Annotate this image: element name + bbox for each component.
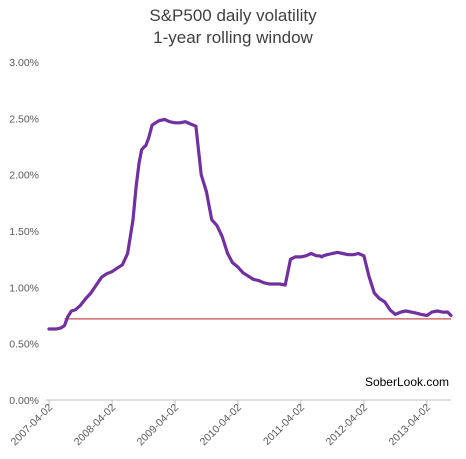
y-tick-label: 0.00% <box>9 395 39 407</box>
y-tick-label: 1.50% <box>9 226 39 238</box>
y-tick-label: 3.00% <box>9 57 39 69</box>
x-tick-label: 2009-04-02 <box>135 402 182 449</box>
x-tick-label: 2008-04-02 <box>72 402 119 449</box>
series-layer <box>47 117 453 331</box>
y-tick-label: 0.50% <box>9 339 39 351</box>
chart-subtitle: 1-year rolling window <box>153 28 313 47</box>
y-axis: 0.00% 0.50% 1.00% 1.50% 2.00% 2.50% 3.00% <box>9 57 39 407</box>
volatility-series-line <box>47 117 453 331</box>
x-axis: 2007-04-02 2008-04-02 2009-04-02 2010-04-02… <box>9 400 433 448</box>
x-tick-label: 2011-04-02 <box>261 402 307 448</box>
y-tick-label: 2.00% <box>9 170 39 182</box>
chart-title: S&P500 daily volatility <box>149 6 317 25</box>
y-tick-label: 2.50% <box>9 113 39 125</box>
x-tick-label: 2007-04-02 <box>9 402 56 449</box>
x-tick-label: 2013-04-02 <box>387 402 434 449</box>
watermark-annotation: SoberLook.com <box>365 375 449 389</box>
x-tick-label: 2012-04-02 <box>324 402 371 449</box>
x-tick-label: 2010-04-02 <box>198 402 245 449</box>
y-tick-label: 1.00% <box>9 282 39 294</box>
